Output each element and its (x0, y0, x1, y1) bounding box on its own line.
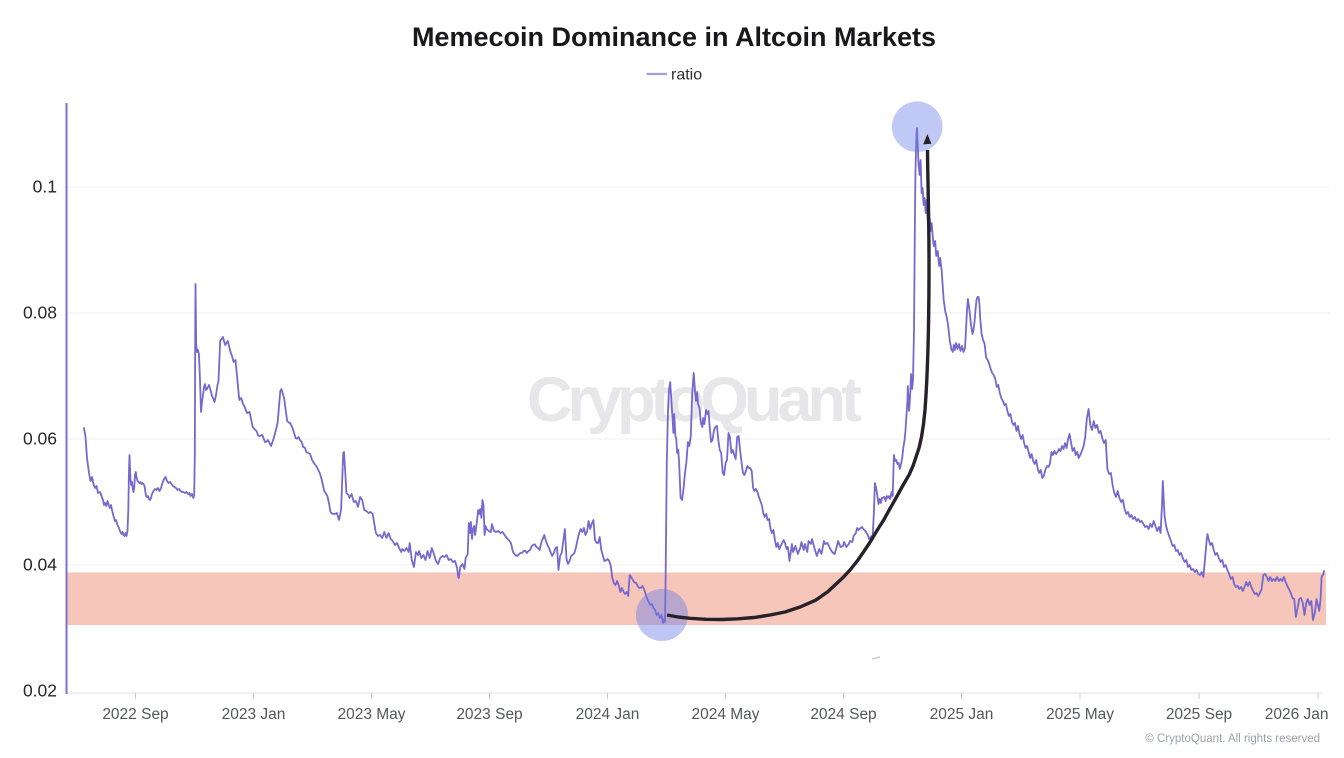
svg-text:2024 May: 2024 May (691, 706, 759, 723)
svg-text:0.08: 0.08 (23, 303, 57, 323)
svg-text:2025 Jan: 2025 Jan (930, 706, 994, 723)
svg-text:2025 May: 2025 May (1046, 706, 1114, 723)
svg-text:© CryptoQuant. All rights rese: © CryptoQuant. All rights reserved (1145, 733, 1320, 745)
svg-text:2024 Jan: 2024 Jan (576, 706, 640, 723)
svg-text:0.02: 0.02 (23, 681, 57, 701)
svg-text:0.06: 0.06 (23, 429, 57, 449)
svg-text:Memecoin Dominance in Altcoin: Memecoin Dominance in Altcoin Markets (412, 22, 936, 52)
svg-text:2023 Sep: 2023 Sep (456, 706, 522, 723)
svg-text:0.04: 0.04 (23, 555, 57, 575)
svg-text:2024 Sep: 2024 Sep (810, 706, 876, 723)
svg-text:0.1: 0.1 (33, 177, 57, 197)
svg-text:2022 Sep: 2022 Sep (102, 706, 168, 723)
svg-text:2023 May: 2023 May (337, 706, 405, 723)
svg-text:2025 Sep: 2025 Sep (1166, 706, 1232, 723)
svg-text:2023 Jan: 2023 Jan (222, 706, 286, 723)
svg-text:ratio: ratio (671, 67, 702, 84)
svg-text:2026 Jan: 2026 Jan (1265, 706, 1329, 723)
